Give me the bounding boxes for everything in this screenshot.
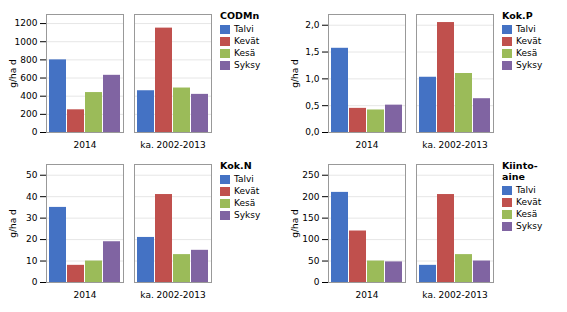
svg-text:0,0: 0,0 xyxy=(305,127,320,137)
svg-text:600: 600 xyxy=(20,73,37,83)
svg-text:150: 150 xyxy=(302,213,319,223)
svg-text:0,5: 0,5 xyxy=(305,101,319,111)
html-text:Talvi: Talvi xyxy=(516,24,536,34)
svg-text:ka. 2002-2013: ka. 2002-2013 xyxy=(140,290,205,300)
svg-text:250: 250 xyxy=(302,170,319,180)
svg-text:2014: 2014 xyxy=(74,290,97,300)
svg-text:2014: 2014 xyxy=(356,290,379,300)
svg-text:1200: 1200 xyxy=(15,18,38,28)
svg-text:ka. 2002-2013: ka. 2002-2013 xyxy=(140,140,205,150)
svg-text:g/ha d: g/ha d xyxy=(290,209,300,238)
html-text:Talvi: Talvi xyxy=(234,174,254,184)
html-text:Kok.N: Kok.N xyxy=(220,160,252,171)
svg-text:400: 400 xyxy=(20,91,37,101)
svg-text:g/ha d: g/ha d xyxy=(8,209,18,238)
html-text:Syksy: Syksy xyxy=(516,221,543,231)
html-text:Kevät: Kevät xyxy=(234,36,260,46)
svg-text:10: 10 xyxy=(26,256,38,266)
html-text:CODMn: CODMn xyxy=(220,10,260,21)
svg-text:g/ha d: g/ha d xyxy=(8,59,18,88)
svg-text:ka. 2002-2013: ka. 2002-2013 xyxy=(422,140,487,150)
svg-text:50: 50 xyxy=(308,256,320,266)
html-text:Kiinto- aine: Kiinto- aine xyxy=(502,160,538,182)
svg-text:800: 800 xyxy=(20,55,37,65)
html-text:Kesä: Kesä xyxy=(516,48,538,58)
svg-text:0: 0 xyxy=(32,277,38,287)
svg-text:50: 50 xyxy=(26,170,38,180)
svg-text:0: 0 xyxy=(32,127,38,137)
svg-text:100: 100 xyxy=(302,234,319,244)
svg-text:2,0: 2,0 xyxy=(305,20,320,30)
svg-text:200: 200 xyxy=(20,109,37,119)
svg-text:1,5: 1,5 xyxy=(305,47,319,57)
html-text:Syksy: Syksy xyxy=(234,210,261,220)
svg-text:20: 20 xyxy=(26,234,38,244)
html-text:Talvi: Talvi xyxy=(234,24,254,34)
html-text:Kesä: Kesä xyxy=(516,209,538,219)
html-text:Talvi: Talvi xyxy=(516,185,536,195)
svg-text:2014: 2014 xyxy=(74,140,97,150)
html-text:Syksy: Syksy xyxy=(234,60,261,70)
svg-text:1,0: 1,0 xyxy=(305,74,320,84)
html-text:Kok.P: Kok.P xyxy=(502,10,533,21)
svg-text:40: 40 xyxy=(26,192,38,202)
svg-text:g/ha d: g/ha d xyxy=(290,59,300,88)
html-text:Kevät: Kevät xyxy=(234,186,260,196)
html-text:Syksy: Syksy xyxy=(516,60,543,70)
html-text:Kevät: Kevät xyxy=(516,36,542,46)
svg-text:ka. 2002-2013: ka. 2002-2013 xyxy=(422,290,487,300)
svg-text:30: 30 xyxy=(26,213,38,223)
svg-text:2014: 2014 xyxy=(356,140,379,150)
html-text:Kesä: Kesä xyxy=(234,198,256,208)
html-text:Kesä: Kesä xyxy=(234,48,256,58)
svg-text:1000: 1000 xyxy=(15,37,38,47)
svg-text:0: 0 xyxy=(314,277,320,287)
html-text:Kevät: Kevät xyxy=(516,197,542,207)
svg-text:200: 200 xyxy=(302,192,319,202)
